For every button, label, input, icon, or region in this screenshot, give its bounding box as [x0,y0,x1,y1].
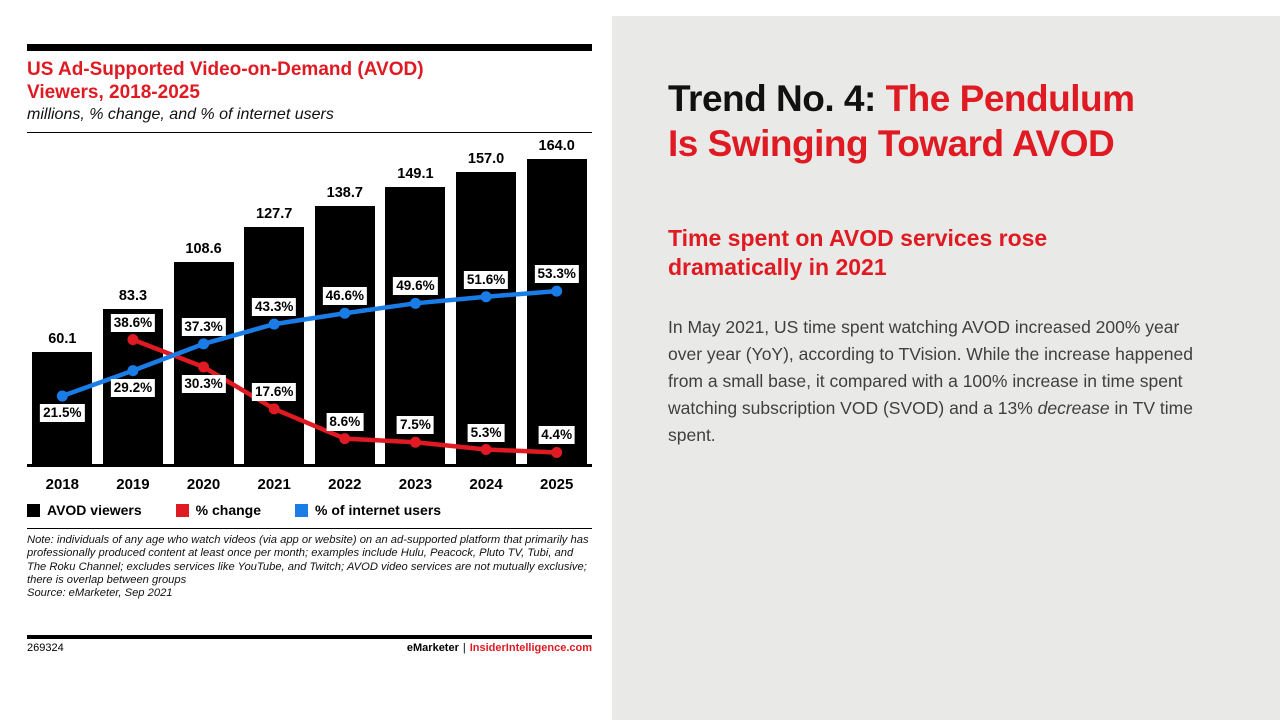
chart-id: 269324 [27,642,64,654]
legend-item-percent-change: % change [175,502,262,518]
chart-panel: US Ad-Supported Video-on-Demand (AVOD) V… [0,0,612,720]
legend-divider [27,528,592,529]
x-axis-year-label: 2025 [540,476,574,493]
text-panel-content: Trend No. 4: The Pendulum Is Swinging To… [668,76,1228,449]
note-text: Note: individuals of any age who watch v… [27,534,589,586]
body-text-part2: in TV time spent. [668,398,1193,445]
bar-value-label: 127.7 [256,205,293,222]
chart-title: US Ad-Supported Video-on-Demand (AVOD) V… [27,59,424,103]
chart-subtitle: millions, % change, and % of internet us… [27,106,334,123]
legend-swatch-black [27,503,40,517]
chart-note: Note: individuals of any age who watch v… [27,534,592,600]
line-value-label: 29.2% [110,378,156,397]
bar-value-label: 164.0 [538,138,575,154]
chart-legend: AVOD viewers % change % of internet user… [27,502,592,518]
line-value-label: 5.3% [467,423,505,442]
footer-separator: | [462,642,466,654]
slide-title-prefix: Trend No. 4: [668,78,886,119]
line-value-label: 4.4% [538,426,576,445]
legend-swatch-red [175,503,189,517]
body-text-part1: In May 2021, US time spent watching AVOD… [668,317,1193,418]
emarketer-wordmark: eMarketer [406,642,459,654]
avod-viewers-bar [456,172,517,464]
x-axis-year-label: 2021 [257,476,291,493]
slide-subheading: Time spent on AVOD services rose dramati… [668,225,1048,280]
line-value-label: 7.5% [397,416,434,435]
line-value-label: 46.6% [322,287,367,306]
slide-title-highlight: The Pendulum Is Swinging Toward AVOD [668,78,1135,164]
header-divider [27,132,592,133]
bar-value-label: 83.3 [118,288,148,305]
text-panel: Trend No. 4: The Pendulum Is Swinging To… [612,16,1280,720]
legend-label: % of internet users [315,502,442,518]
x-axis-year-label: 2020 [186,476,221,493]
x-axis-year-label: 2022 [328,476,362,493]
insiderintelligence-link[interactable]: InsiderIntelligence.com [469,642,592,654]
legend-item-percent-internet-users: % of internet users [295,502,441,518]
source-text: Source: eMarketer, Sep 2021 [27,587,173,600]
line-series-layer [56,285,563,458]
chart-plot: 60.1 83.3 108.6 127.7 138.7 149.1 157.0 164.0 38… [27,138,592,467]
bar-value-label: 138.7 [326,185,363,202]
top-rule [27,44,592,51]
slide-body-text: In May 2021, US time spent watching AVOD… [668,314,1216,449]
body-text-italic: decrease [1037,398,1110,418]
legend-swatch-blue [295,503,309,517]
line-value-label: 21.5% [40,404,85,423]
footer-brandline: eMarketer | InsiderIntelligence.com [407,642,592,654]
x-axis-year-label: 2024 [469,476,503,493]
legend-label: AVOD viewers [47,502,142,518]
bar-value-label: 108.6 [185,241,222,258]
line-value-label: 30.3% [181,375,226,393]
avod-viewers-bar [244,226,305,464]
bar-value-label: 149.1 [397,165,434,182]
x-axis-year-label: 2023 [398,476,433,493]
bar-value-label: 60.1 [48,331,77,348]
line-value-label: 17.6% [252,382,297,401]
bar-value-label: 157.0 [467,151,505,168]
avod-viewers-bar [526,159,587,464]
line-value-label: 53.3% [534,265,579,284]
legend-label: % change [195,502,262,518]
x-axis-year-label: 2019 [116,476,150,493]
legend-item-avod-viewers: AVOD viewers [27,502,142,518]
line-value-label: 43.3% [252,298,297,317]
line-value-label: 37.3% [181,317,226,336]
slide-title: Trend No. 4: The Pendulum Is Swinging To… [668,76,1148,166]
line-value-label: 51.6% [463,270,509,289]
line-value-label: 38.6% [110,313,156,332]
bottom-rule [27,635,592,639]
x-axis-labels: 2018 2019 2020 2021 2022 2023 2024 2025 [27,476,592,493]
line-value-label: 49.6% [393,277,438,296]
line-value-label: 8.6% [326,412,364,431]
chart-footer: 269324 eMarketer | InsiderIntelligence.com [27,642,592,654]
x-axis-year-label: 2018 [45,476,79,493]
